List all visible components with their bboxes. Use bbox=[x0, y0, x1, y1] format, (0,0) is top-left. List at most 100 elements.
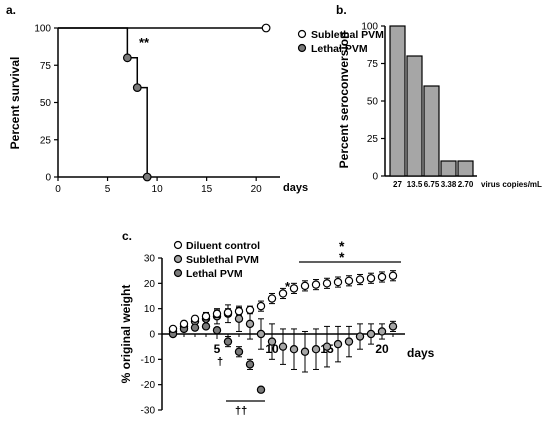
weight-point-diluent bbox=[355, 275, 365, 284]
weight-point-sublethal bbox=[267, 337, 277, 346]
panel-c-annotations: * * * † †† bbox=[217, 238, 401, 417]
weight-point-diluent bbox=[179, 319, 189, 329]
weight-point-sublethal bbox=[300, 347, 310, 356]
panel-b-category-label: 27 bbox=[393, 180, 402, 189]
significance-double-star-top: * bbox=[339, 238, 345, 254]
panel-label-b: b. bbox=[336, 3, 347, 17]
legend-label-lethal-c: Lethal PVM bbox=[186, 268, 243, 280]
panel-label-a: a. bbox=[6, 3, 16, 17]
panel-c-y-tick-label: 10 bbox=[144, 304, 156, 315]
seroconversion-bar bbox=[389, 25, 406, 177]
panel-b-y-axis-label: Percent seroconversion bbox=[337, 32, 351, 169]
legend-marker-sublethal bbox=[297, 29, 307, 39]
weight-point-diluent bbox=[234, 307, 244, 316]
panel-c-weight-chart: % original weight days 5101520-30-20-100… bbox=[119, 238, 435, 417]
panel-a-y-tick-label: 25 bbox=[40, 135, 52, 146]
survival-line-lethal bbox=[58, 27, 148, 177]
panel-a-y-axis-label: Percent survival bbox=[8, 57, 22, 150]
weight-point-sublethal bbox=[388, 322, 398, 331]
panel-b-category-label: 3.38 bbox=[441, 180, 457, 189]
weight-point-sublethal bbox=[377, 327, 387, 336]
weight-point-diluent bbox=[322, 279, 332, 288]
weight-point-diluent bbox=[388, 271, 398, 280]
legend-marker-diluent bbox=[173, 240, 183, 250]
survival-point-sublethal bbox=[261, 23, 271, 33]
weight-point-lethal bbox=[245, 360, 255, 369]
panel-b-y-tick-label: 25 bbox=[367, 134, 379, 145]
significance-single-star: * bbox=[285, 279, 291, 294]
weight-point-diluent bbox=[256, 301, 266, 311]
weight-point-diluent bbox=[333, 277, 343, 287]
panel-a-significance-label: ** bbox=[139, 35, 150, 50]
panel-b-x-axis-label: virus copies/mL bbox=[481, 180, 542, 189]
panel-b-category-label: 6.75 bbox=[424, 180, 440, 189]
panel-c-x-tick-label: 20 bbox=[375, 342, 389, 356]
weight-point-lethal bbox=[256, 385, 266, 394]
seroconversion-bar bbox=[406, 55, 423, 177]
weight-point-diluent bbox=[223, 308, 233, 317]
panel-a-survival-chart: Percent survival days ** 0 5 10 15 20 0 25 50 75… bbox=[8, 24, 384, 196]
dagger-mark: † bbox=[217, 356, 223, 368]
weight-point-sublethal bbox=[256, 329, 266, 339]
survival-point-lethal bbox=[132, 83, 142, 92]
panel-c-y-tick-label: -10 bbox=[141, 355, 156, 366]
weight-point-lethal bbox=[212, 326, 222, 335]
seroconversion-bar bbox=[440, 160, 457, 177]
panel-c-y-tick-label: 20 bbox=[144, 279, 156, 290]
legend-label-lethal: Lethal PVM bbox=[311, 43, 368, 55]
panel-b-y-tick-label: 75 bbox=[367, 59, 379, 70]
legend-label-diluent: Diluent control bbox=[186, 240, 260, 252]
weight-point-sublethal bbox=[289, 345, 299, 354]
legend-marker-lethal-c bbox=[173, 268, 183, 278]
panel-a-x-axis-label: days bbox=[283, 182, 308, 194]
weight-point-lethal bbox=[223, 337, 233, 346]
weight-point-diluent bbox=[377, 272, 387, 282]
weight-point-lethal bbox=[190, 323, 200, 332]
weight-point-sublethal bbox=[333, 339, 343, 349]
panel-c-y-axis-label: % original weight bbox=[119, 285, 133, 384]
survival-point-lethal bbox=[122, 53, 132, 63]
panel-a-x-tick-label: 0 bbox=[55, 184, 61, 195]
panel-a-y-tick-label: 0 bbox=[45, 173, 51, 184]
panel-b-category-label: 2.70 bbox=[458, 180, 474, 189]
panel-c-x-tick-label: 5 bbox=[214, 342, 221, 356]
panel-c-y-tick-label: 0 bbox=[149, 330, 155, 341]
weight-point-sublethal bbox=[355, 332, 365, 341]
panel-c-y-tick-label: 30 bbox=[144, 254, 156, 265]
panel-c-y-tick-label: -20 bbox=[141, 380, 156, 391]
weight-point-diluent bbox=[168, 324, 178, 334]
panel-a-y-tick-label: 50 bbox=[40, 98, 52, 109]
weight-point-lethal bbox=[201, 322, 211, 331]
weight-point-sublethal bbox=[245, 319, 255, 329]
weight-point-sublethal bbox=[278, 342, 288, 351]
panel-a-x-tick-label: 5 bbox=[105, 184, 111, 195]
panel-c-x-axis-label: days bbox=[407, 346, 435, 360]
weight-point-diluent bbox=[190, 314, 200, 323]
panel-a-y-tick-label: 100 bbox=[34, 24, 51, 35]
double-dagger-mark: †† bbox=[235, 405, 247, 417]
significance-double-star-bottom: * bbox=[339, 249, 345, 265]
weight-point-diluent bbox=[300, 281, 310, 291]
weight-point-diluent bbox=[201, 312, 211, 321]
panel-a-legend: Sublethal PVM Lethal PVM bbox=[297, 29, 384, 55]
weight-point-diluent bbox=[267, 294, 277, 303]
weight-point-sublethal bbox=[322, 342, 332, 351]
weight-point-sublethal bbox=[311, 345, 321, 354]
panel-a-y-tick-label: 75 bbox=[40, 61, 52, 72]
legend-marker-lethal bbox=[297, 43, 307, 53]
weight-point-diluent bbox=[366, 274, 376, 283]
weight-point-sublethal bbox=[234, 314, 244, 323]
panel-b-seroconversion-chart: Percent seroconversion virus copies/mL 0… bbox=[337, 22, 542, 190]
panel-a-x-tick-label: 10 bbox=[152, 184, 164, 195]
panel-b-category-label: 13.5 bbox=[407, 180, 423, 189]
panel-b-y-tick-label: 0 bbox=[372, 172, 378, 183]
panel-b-y-tick-label: 100 bbox=[361, 22, 378, 33]
weight-point-diluent bbox=[278, 289, 288, 298]
seroconversion-bar bbox=[423, 85, 440, 177]
weight-point-diluent bbox=[289, 284, 299, 293]
legend-marker-sublethal-c bbox=[173, 254, 183, 264]
panel-b-y-tick-label: 50 bbox=[367, 97, 379, 108]
weight-point-lethal bbox=[234, 347, 244, 356]
weight-point-sublethal bbox=[366, 329, 376, 339]
